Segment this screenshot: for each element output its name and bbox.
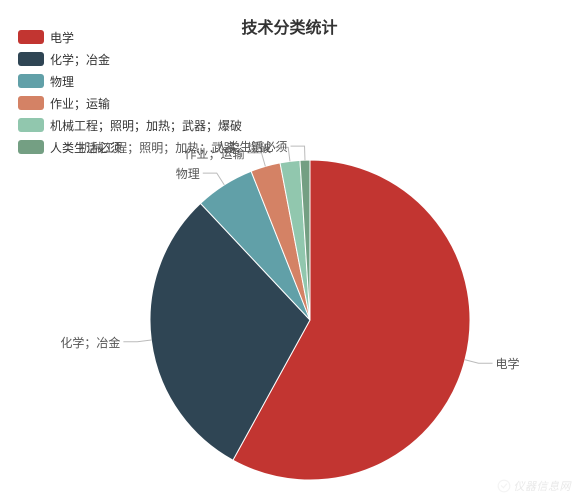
pie-chart: 电学化学；冶金物理作业；运输机械工程；照明；加热；武器；爆破人类生活必须 [0, 0, 579, 500]
slice-label: 电学 [496, 355, 520, 372]
watermark-icon [497, 479, 511, 493]
slice-label: 人类生活必须 [216, 138, 288, 155]
slice-label: 化学；冶金 [60, 334, 120, 351]
slice-leader [203, 173, 225, 185]
pie-svg [0, 0, 579, 500]
watermark: 仪器信息网 [497, 478, 572, 494]
slice-label: 物理 [176, 165, 200, 182]
slice-leader [291, 146, 305, 160]
watermark-text: 仪器信息网 [514, 478, 572, 494]
slice-leader [465, 360, 493, 363]
slice-leader [123, 340, 151, 342]
